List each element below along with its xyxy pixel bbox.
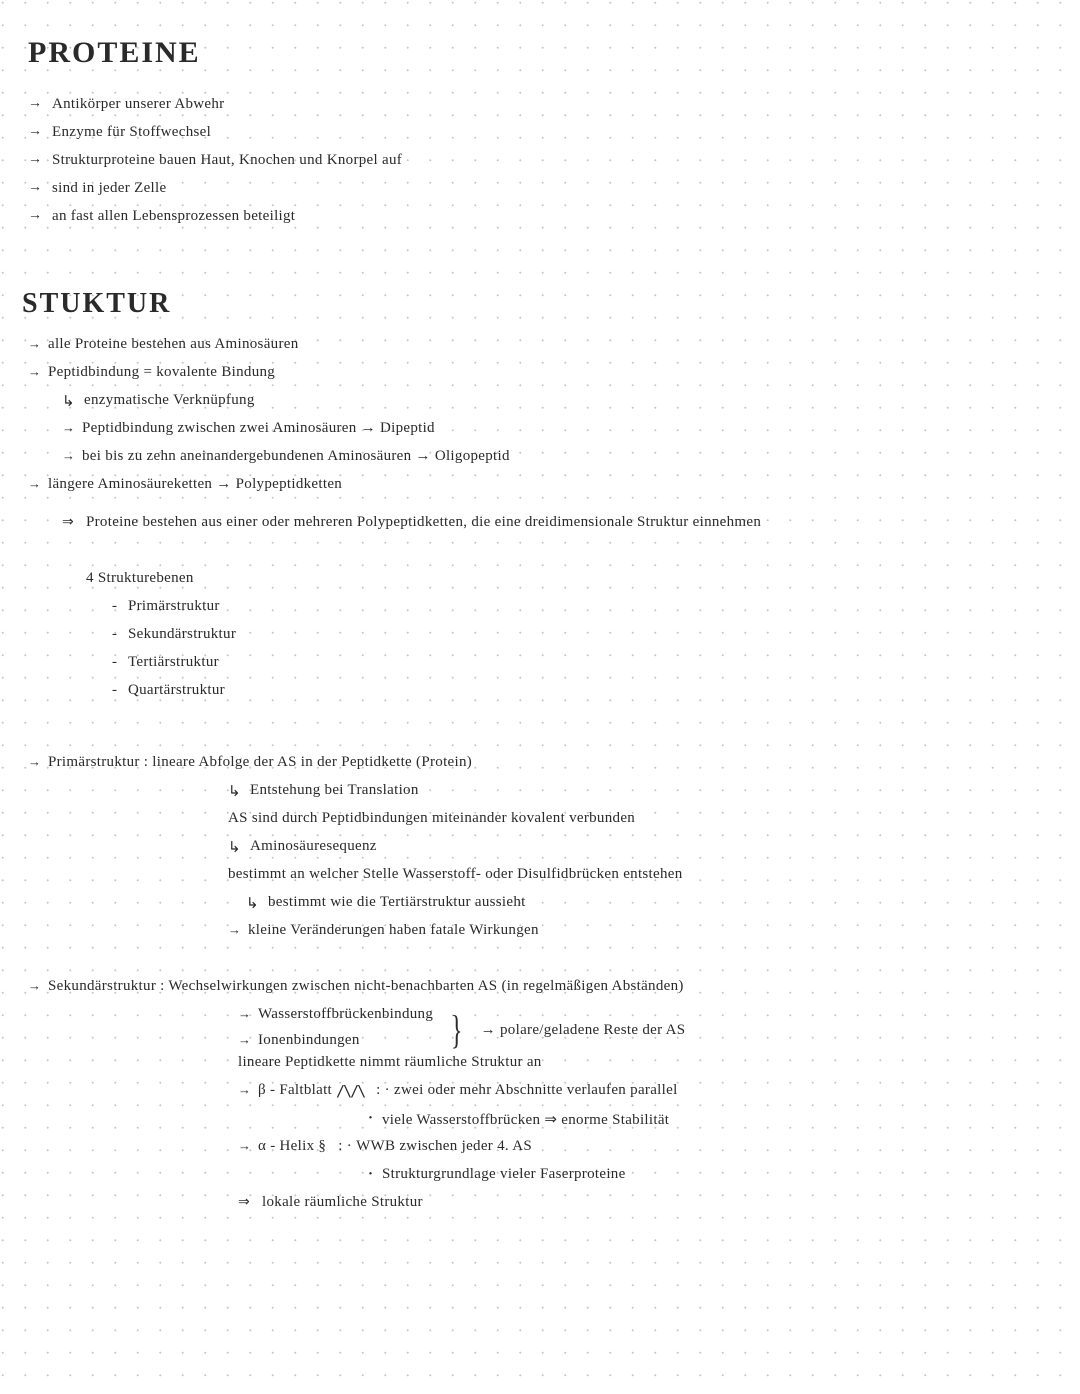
sekundaer-heading: Sekundärstruktur : Wechselwirkungen zwis… xyxy=(28,978,1052,1000)
alpha-label: α - Helix xyxy=(258,1138,314,1155)
level-item: Quartärstruktur xyxy=(112,682,1052,704)
text: bei bis zu zehn aneinandergebundenen Ami… xyxy=(82,448,510,465)
beta-label: β - Faltblatt xyxy=(258,1082,332,1099)
text: längere Aminosäureketten → Polypeptidket… xyxy=(48,476,342,493)
primaer-line: AS sind durch Peptidbindungen miteinande… xyxy=(228,810,1052,832)
intro-item: an fast allen Lebensprozessen beteiligt xyxy=(28,208,1052,230)
level-item: Primärstruktur xyxy=(112,598,1052,620)
text: Enzyme für Stoffwechsel xyxy=(52,124,211,141)
primaer-line: Aminosäuresequenz xyxy=(228,838,1052,860)
text: Peptidbindung zwischen zwei Aminosäuren … xyxy=(82,420,435,437)
colon: : · xyxy=(338,1138,356,1155)
text: Proteine bestehen aus einer oder mehrere… xyxy=(86,514,761,531)
text: Quartärstruktur xyxy=(128,682,225,699)
heading-proteine: PROTEINE xyxy=(28,36,1052,70)
sek-conclusion: lokale räumliche Struktur xyxy=(238,1194,1052,1216)
text: kleine Veränderungen haben fatale Wirkun… xyxy=(248,922,539,939)
intro-item: sind in jeder Zelle xyxy=(28,180,1052,202)
text: Tertiärstruktur xyxy=(128,654,219,671)
text: Strukturproteine bauen Haut, Knochen und… xyxy=(52,152,402,169)
intro-item: Strukturproteine bauen Haut, Knochen und… xyxy=(28,152,1052,174)
text: Primärstruktur : lineare Abfolge der AS … xyxy=(48,754,472,771)
primaer-line: bestimmt wie die Tertiärstruktur aussieh… xyxy=(246,894,1052,916)
struct-conclusion: Proteine bestehen aus einer oder mehrere… xyxy=(62,514,1052,536)
brace-rhs: → polare/geladene Reste der AS xyxy=(481,1022,686,1039)
levels-title: 4 Strukturebenen xyxy=(86,570,1052,592)
text: Entstehung bei Translation xyxy=(250,782,419,799)
text: Strukturgrundlage vieler Faserproteine xyxy=(382,1166,626,1183)
text: enzymatische Verknüpfung xyxy=(84,392,255,409)
sek-line: lineare Peptidkette nimmt räumliche Stru… xyxy=(238,1054,1052,1076)
text: Primärstruktur xyxy=(128,598,220,615)
colon: : · xyxy=(376,1082,394,1099)
text: sind in jeder Zelle xyxy=(52,180,166,197)
alpha-line: α - Helix § : · WWB zwischen jeder 4. AS xyxy=(238,1138,1052,1160)
text: Ionenbindungen xyxy=(258,1032,360,1049)
beta-sub: viele Wasserstoffbrücken ⇒ enorme Stabil… xyxy=(368,1110,1052,1132)
text: bestimmt wie die Tertiärstruktur aussieh… xyxy=(268,894,526,911)
alpha-sub: Strukturgrundlage vieler Faserproteine xyxy=(368,1166,1052,1188)
sek-binding: Wasserstoffbrückenbindung xyxy=(238,1006,433,1028)
text: Sekundärstruktur : Wechselwirkungen zwis… xyxy=(48,978,684,995)
text: bestimmt an welcher Stelle Wasserstoff- … xyxy=(228,866,683,883)
struct-line: längere Aminosäureketten → Polypeptidket… xyxy=(28,476,1052,498)
alpha-desc: WWB zwischen jeder 4. AS xyxy=(356,1138,532,1155)
curly-brace-icon: } xyxy=(451,1018,463,1042)
primaer-line: bestimmt an welcher Stelle Wasserstoff- … xyxy=(228,866,1052,888)
sek-binding: Ionenbindungen xyxy=(238,1032,433,1054)
zigzag-icon: /\/\ xyxy=(336,1082,364,1100)
text: alle Proteine bestehen aus Aminosäuren xyxy=(48,336,299,353)
text: an fast allen Lebensprozessen beteiligt xyxy=(52,208,295,225)
level-item: Tertiärstruktur xyxy=(112,654,1052,676)
text: Peptidbindung = kovalente Bindung xyxy=(48,364,275,381)
text: Sekundärstruktur xyxy=(128,626,236,643)
text: lokale räumliche Struktur xyxy=(262,1194,423,1211)
notes-page: PROTEINE Antikörper unserer Abwehr Enzym… xyxy=(0,0,1080,1216)
primaer-line: Entstehung bei Translation xyxy=(228,782,1052,804)
primaer-heading: Primärstruktur : lineare Abfolge der AS … xyxy=(28,754,1052,776)
struct-sub: bei bis zu zehn aneinandergebundenen Ami… xyxy=(62,448,1052,470)
helix-icon: § xyxy=(318,1138,326,1155)
text: lineare Peptidkette nimmt räumliche Stru… xyxy=(238,1054,542,1071)
primaer-line: kleine Veränderungen haben fatale Wirkun… xyxy=(228,922,1052,944)
beta-line: β - Faltblatt /\/\ : · zwei oder mehr Ab… xyxy=(238,1082,1052,1104)
text: AS sind durch Peptidbindungen miteinande… xyxy=(228,810,635,827)
text: viele Wasserstoffbrücken ⇒ enorme Stabil… xyxy=(382,1110,669,1129)
struct-line: alle Proteine bestehen aus Aminosäuren xyxy=(28,336,1052,358)
struct-sub: enzymatische Verknüpfung xyxy=(62,392,1052,414)
brace-group: Wasserstoffbrückenbindung Ionenbindungen… xyxy=(238,1006,1052,1054)
intro-item: Antikörper unserer Abwehr xyxy=(28,96,1052,118)
struct-line: Peptidbindung = kovalente Bindung xyxy=(28,364,1052,386)
text: Aminosäuresequenz xyxy=(250,838,377,855)
level-item: Sekundärstruktur xyxy=(112,626,1052,648)
text: 4 Strukturebenen xyxy=(86,570,194,587)
intro-item: Enzyme für Stoffwechsel xyxy=(28,124,1052,146)
heading-struktur: STUKTUR xyxy=(22,288,1052,320)
beta-desc: zwei oder mehr Abschnitte verlaufen para… xyxy=(394,1082,678,1099)
text: Antikörper unserer Abwehr xyxy=(52,96,224,113)
struct-sub: Peptidbindung zwischen zwei Aminosäuren … xyxy=(62,420,1052,442)
text: Wasserstoffbrückenbindung xyxy=(258,1006,433,1023)
